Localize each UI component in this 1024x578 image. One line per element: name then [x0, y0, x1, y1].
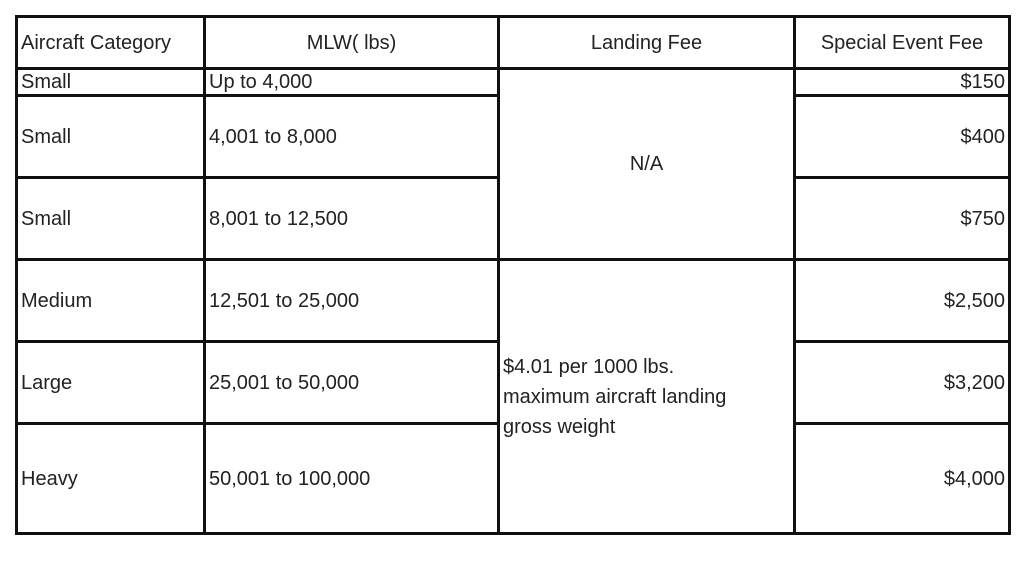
mlw-cell: 8,001 to 12,500 [203, 176, 500, 261]
category-cell: Small [15, 94, 206, 179]
special-event-fee-cell: $4,000 [793, 422, 1011, 535]
landing-fee-line: maximum aircraft landing [503, 385, 727, 408]
landing-fee-line: $4.01 per 1000 lbs. [503, 355, 675, 378]
header-mlw: MLW( lbs) [203, 15, 500, 70]
fee-table: Aircraft Category MLW( lbs) Landing Fee … [15, 15, 1011, 535]
category-cell: Small [15, 176, 206, 261]
table-row: Heavy 50,001 to 100,000 $4,000 [15, 422, 1011, 535]
mlw-cell: 12,501 to 25,000 [203, 258, 500, 343]
table-row: Small Up to 4,000 N/A $150 [15, 67, 1011, 261]
special-event-fee-cell: $750 [793, 176, 1011, 261]
mlw-cell: 50,001 to 100,000 [203, 422, 500, 535]
header-landing-fee: Landing Fee [497, 15, 796, 70]
special-event-fee-cell: $3,200 [793, 340, 1011, 425]
category-cell: Large [15, 340, 206, 425]
landing-fee-cell: $4.01 per 1000 lbs. maximum aircraft lan… [497, 258, 796, 535]
special-event-fee-cell: $150 [793, 67, 1011, 97]
table-row: Medium 12,501 to 25,000 $4.01 per 1000 l… [15, 258, 1011, 535]
category-cell: Small [15, 67, 206, 97]
special-event-fee-cell: $400 [793, 94, 1011, 179]
landing-fee-line: gross weight [503, 415, 616, 438]
mlw-cell: 4,001 to 8,000 [203, 94, 500, 179]
table-row: Small 4,001 to 8,000 $400 [15, 94, 1011, 179]
table-row: Large 25,001 to 50,000 $3,200 [15, 340, 1011, 425]
category-cell: Heavy [15, 422, 206, 535]
landing-fee-cell: N/A [497, 67, 796, 261]
mlw-cell: Up to 4,000 [203, 67, 500, 97]
header-aircraft-category: Aircraft Category [15, 15, 206, 70]
special-event-fee-cell: $2,500 [793, 258, 1011, 343]
category-cell: Medium [15, 258, 206, 343]
header-special-event-fee: Special Event Fee [793, 15, 1011, 70]
header-row: Aircraft Category MLW( lbs) Landing Fee … [15, 15, 1011, 70]
table-row: Small 8,001 to 12,500 $750 [15, 176, 1011, 261]
mlw-cell: 25,001 to 50,000 [203, 340, 500, 425]
